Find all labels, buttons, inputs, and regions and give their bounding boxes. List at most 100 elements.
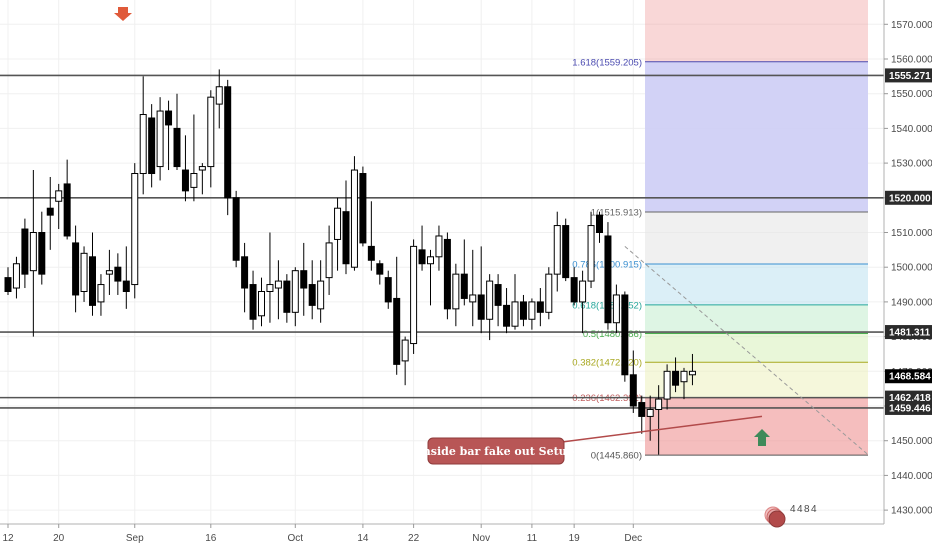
candles[interactable] <box>4 69 696 455</box>
candle[interactable] <box>334 197 342 271</box>
candle[interactable] <box>486 274 494 341</box>
candle[interactable] <box>612 284 620 334</box>
candle[interactable] <box>646 395 654 441</box>
candle[interactable] <box>156 97 164 181</box>
candle[interactable] <box>29 170 37 337</box>
candle[interactable] <box>638 395 646 434</box>
level-price-badge[interactable] <box>885 400 932 415</box>
candle[interactable] <box>283 274 291 323</box>
candle[interactable] <box>503 288 511 334</box>
candle[interactable] <box>241 242 249 313</box>
candle[interactable] <box>4 267 12 295</box>
events-badge[interactable]: 4 4 8 4 <box>764 504 817 528</box>
candle[interactable] <box>181 135 189 202</box>
candle[interactable] <box>224 79 232 216</box>
drawings[interactable]: Inside bar fake out Setup <box>114 7 869 465</box>
candle[interactable] <box>325 225 333 295</box>
candle[interactable] <box>291 267 299 327</box>
candle[interactable] <box>528 298 536 330</box>
candle[interactable] <box>443 232 451 320</box>
last-price-badge[interactable] <box>885 369 932 384</box>
level-price-badge[interactable] <box>885 325 932 340</box>
candle[interactable] <box>97 274 105 316</box>
horizontal-levels[interactable] <box>0 74 884 409</box>
level-price-badge[interactable] <box>885 190 932 205</box>
candle[interactable] <box>258 277 265 327</box>
candle[interactable] <box>688 353 696 386</box>
candle[interactable] <box>190 114 198 202</box>
candle[interactable] <box>553 211 561 292</box>
candle[interactable] <box>367 201 375 271</box>
candle[interactable] <box>266 232 274 323</box>
candle[interactable] <box>469 249 477 327</box>
candle[interactable] <box>393 256 401 375</box>
candle[interactable] <box>131 163 139 299</box>
candle[interactable] <box>12 256 20 299</box>
candle[interactable] <box>570 267 578 306</box>
candle[interactable] <box>629 350 637 413</box>
price-axis[interactable]: 1430.0001440.0001450.0001460.0001470.000… <box>883 0 932 550</box>
candle[interactable] <box>545 267 553 320</box>
down-arrow-icon[interactable] <box>114 7 132 21</box>
level-price-badge[interactable] <box>885 68 932 83</box>
candle[interactable] <box>173 93 181 171</box>
candle[interactable] <box>72 225 80 313</box>
candle[interactable] <box>655 385 663 455</box>
candle[interactable] <box>63 159 71 240</box>
candle[interactable] <box>427 249 434 306</box>
candle[interactable] <box>672 357 680 393</box>
candle[interactable] <box>562 218 570 282</box>
candle[interactable] <box>663 364 671 410</box>
candle[interactable] <box>114 253 122 295</box>
time-axis[interactable]: 12 20 Sep 16 Oct 14 22 Nov 11 19 Dec <box>0 523 884 550</box>
candle[interactable] <box>308 260 316 320</box>
candle[interactable] <box>198 163 206 195</box>
candle[interactable] <box>148 104 156 188</box>
candle[interactable] <box>680 367 688 400</box>
candle[interactable] <box>511 274 519 330</box>
candle[interactable] <box>579 270 587 334</box>
candle[interactable] <box>587 211 595 289</box>
candle[interactable] <box>139 76 147 195</box>
candle[interactable] <box>410 239 418 354</box>
candle[interactable] <box>477 246 485 334</box>
candle[interactable] <box>452 263 460 327</box>
candle[interactable] <box>621 291 629 382</box>
candle[interactable] <box>38 211 46 285</box>
candle[interactable] <box>215 69 223 129</box>
candle[interactable] <box>536 288 544 327</box>
candle[interactable] <box>80 246 88 302</box>
candle[interactable] <box>418 225 426 271</box>
candle[interactable] <box>300 242 308 316</box>
fibonacci-retracement[interactable]: 0(1445.860) 0.236(1462.392) 0.382(1472.620… <box>572 0 868 462</box>
candle[interactable] <box>165 100 173 171</box>
candle[interactable] <box>122 246 130 309</box>
candle[interactable] <box>21 218 29 289</box>
candle[interactable] <box>89 232 96 316</box>
candle[interactable] <box>232 190 240 268</box>
candle[interactable] <box>604 222 612 330</box>
candle[interactable] <box>105 249 113 295</box>
candle[interactable] <box>384 270 392 309</box>
projected-trend-line[interactable] <box>624 246 869 455</box>
inside-bar-callout[interactable]: Inside bar fake out Setup <box>418 437 575 465</box>
candle[interactable] <box>249 270 257 330</box>
callout-box[interactable] <box>427 437 565 465</box>
candle[interactable] <box>274 260 282 320</box>
candle[interactable] <box>494 274 502 327</box>
candle[interactable] <box>596 211 603 243</box>
candle[interactable] <box>519 294 527 327</box>
candle[interactable] <box>401 336 409 386</box>
candle[interactable] <box>46 176 54 250</box>
candle[interactable] <box>376 260 384 285</box>
candle[interactable] <box>350 156 358 271</box>
candle[interactable] <box>317 260 325 323</box>
up-arrow-icon[interactable] <box>754 429 770 446</box>
candle[interactable] <box>435 225 443 271</box>
candle[interactable] <box>55 183 63 230</box>
candle[interactable] <box>207 90 215 188</box>
candle[interactable] <box>460 239 468 306</box>
candle[interactable] <box>359 166 367 247</box>
candle[interactable] <box>342 180 350 275</box>
